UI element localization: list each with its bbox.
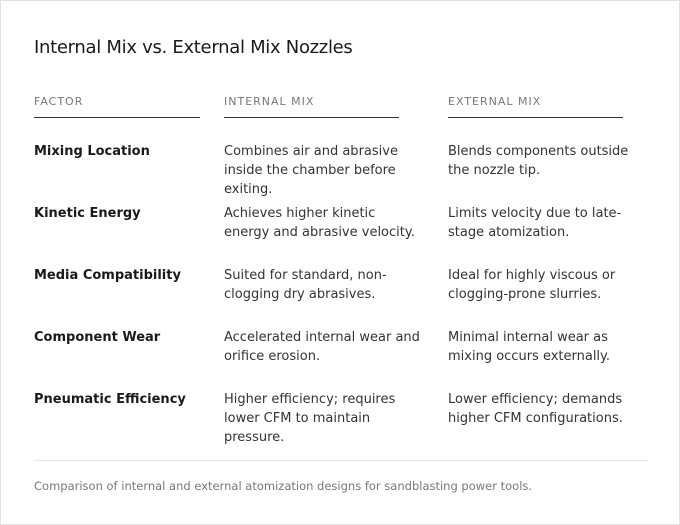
table-cell: Blends components outside the nozzle tip… [448, 144, 629, 178]
table-cell: Ideal for highly viscous or clogging-pro… [448, 268, 616, 302]
table-cell: Higher efficiency; requires lower CFM to… [224, 392, 396, 445]
table-cell: Lower efficiency; demands higher CFM con… [448, 392, 623, 426]
table-cell: Combines air and abrasive inside the cha… [224, 144, 398, 197]
row-label: Kinetic Energy [34, 206, 141, 221]
table-cell: Minimal internal wear as mixing occurs e… [448, 330, 611, 364]
column-header: INTERNAL MIX [224, 95, 399, 118]
row-label: Component Wear [34, 330, 161, 345]
divider [34, 460, 648, 461]
row-label: Pneumatic Efficiency [34, 392, 186, 407]
row-label: Mixing Location [34, 144, 150, 159]
column-header: FACTOR [34, 95, 200, 118]
table-cell: Accelerated internal wear and orifice er… [224, 330, 420, 364]
row-label: Media Compatibility [34, 268, 181, 283]
table-cell: Achieves higher kinetic energy and abras… [224, 206, 415, 240]
table-cell: Suited for standard, non-clogging dry ab… [224, 268, 387, 302]
column-header: EXTERNAL MIX [448, 95, 623, 118]
title: Internal Mix vs. External Mix Nozzles [34, 37, 353, 58]
caption: Comparison of internal and external atom… [34, 479, 533, 493]
table-cell: Limits velocity due to late-stage atomiz… [448, 206, 622, 240]
